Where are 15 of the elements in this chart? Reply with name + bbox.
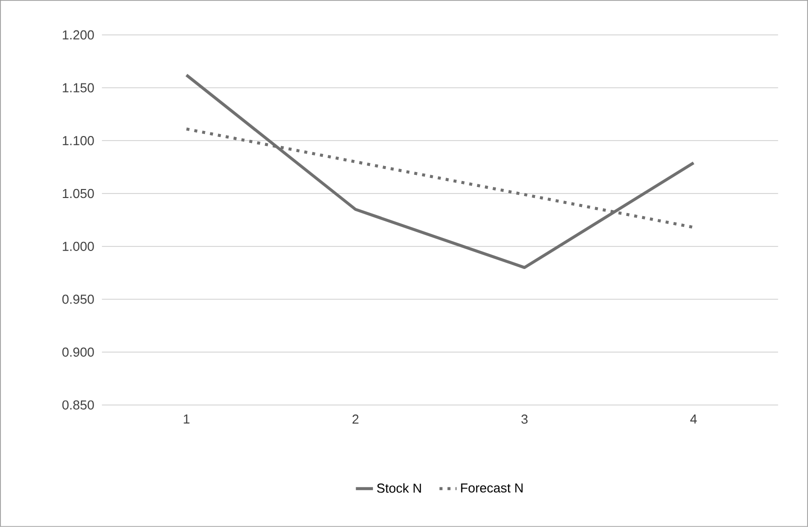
y-tick-label: 0.950 [62, 294, 94, 304]
y-tick-label: 1.200 [62, 30, 94, 40]
line-series [184, 74, 696, 270]
y-tick-label: 1.150 [62, 83, 94, 92]
legend-label: Stock N [377, 483, 421, 493]
x-tick-label: 1 [184, 414, 190, 424]
y-tick-label: 1.100 [62, 136, 94, 146]
x-tick-label: 2 [352, 414, 358, 424]
y-tick-label: 1.050 [62, 188, 94, 198]
y-tick-label: 1.000 [62, 242, 94, 252]
y-tick-label: 0.900 [62, 348, 94, 357]
y-tick-label: 0.850 [62, 400, 94, 410]
x-tick-label: 4 [690, 414, 697, 424]
legend-label: Forecast N [461, 483, 523, 493]
x-tick-label: 3 [521, 414, 528, 424]
